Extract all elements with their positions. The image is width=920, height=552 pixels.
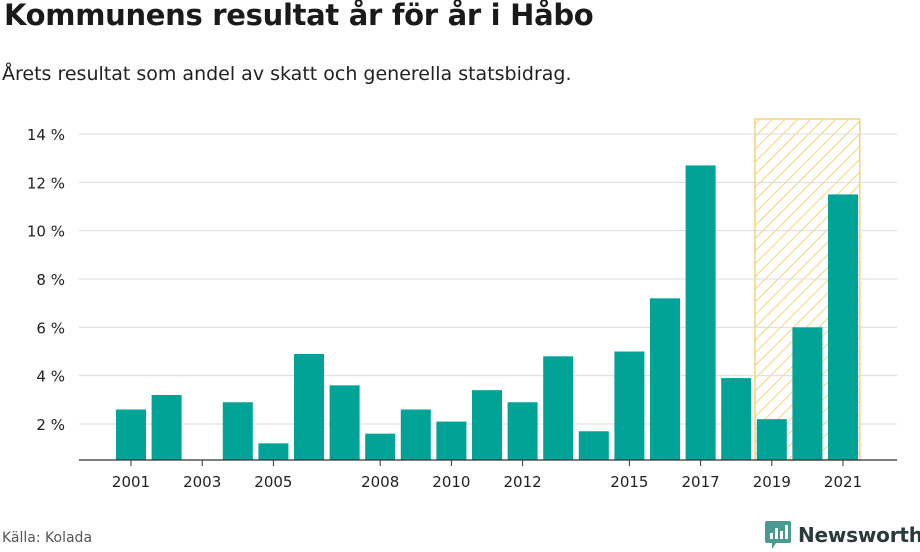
y-tick-label: 6 % <box>36 319 65 337</box>
chart-subtitle: Årets resultat som andel av skatt och ge… <box>2 63 572 85</box>
y-tick-label: 14 % <box>27 126 65 144</box>
x-tick-label: 2019 <box>753 473 791 491</box>
bar <box>294 353 324 460</box>
x-tick-label: 2017 <box>682 473 720 491</box>
y-tick-label: 8 % <box>36 271 65 289</box>
newsworthy-logo: Newsworthy <box>764 518 920 552</box>
bar <box>614 351 645 460</box>
bar <box>436 421 467 460</box>
x-tick-label: 2003 <box>183 473 221 491</box>
x-tick-label: 2021 <box>824 473 862 491</box>
x-tick-label: 2008 <box>361 473 399 491</box>
bar <box>151 395 182 460</box>
chart-title: Kommunens resultat år för år i Håbo <box>4 0 594 32</box>
bar <box>507 402 538 460</box>
bar <box>258 443 289 460</box>
brand-name: Newsworthy <box>798 523 920 547</box>
x-tick-label: 2010 <box>432 473 470 491</box>
y-tick-label: 12 % <box>27 174 65 192</box>
bar <box>365 433 396 460</box>
x-tick-label: 2015 <box>610 473 648 491</box>
bar <box>472 390 502 460</box>
bar <box>222 402 253 460</box>
bar <box>721 378 752 460</box>
y-tick-label: 10 % <box>27 223 65 241</box>
bar <box>756 419 787 460</box>
bar <box>792 327 823 460</box>
bar <box>685 165 716 460</box>
y-tick-label: 2 % <box>36 416 65 434</box>
y-tick-label: 4 % <box>36 368 65 386</box>
bar <box>828 194 858 460</box>
bar <box>578 431 609 460</box>
source-note: Källa: Kolada <box>2 530 93 546</box>
x-tick-label: 2012 <box>504 473 542 491</box>
bar <box>543 356 574 460</box>
bar <box>329 385 360 460</box>
bar <box>400 409 431 460</box>
x-tick-label: 2001 <box>112 473 150 491</box>
bar <box>116 409 146 460</box>
bar <box>650 298 680 460</box>
x-tick-label: 2005 <box>254 473 292 491</box>
newsworthy-logo-icon <box>765 521 791 549</box>
